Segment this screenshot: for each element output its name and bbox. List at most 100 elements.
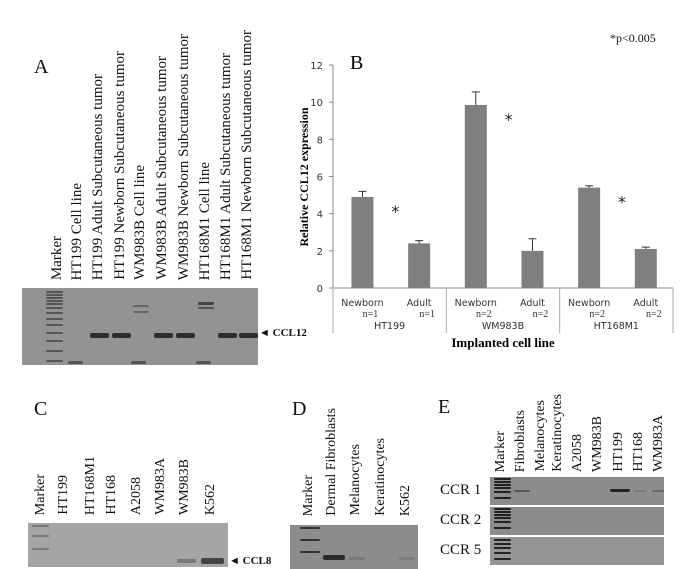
panel-e-lane-label: Fibroblasts — [513, 409, 528, 472]
marker-ladder-band — [46, 340, 63, 342]
gel-band — [198, 302, 214, 305]
marker-ladder-band — [300, 551, 320, 553]
bar-category-label: Adult — [520, 298, 545, 309]
y-tick-label: 6 — [317, 173, 323, 184]
marker-ladder-band — [46, 291, 63, 293]
y-tick-label: 4 — [317, 210, 323, 221]
ccr-row-label: CCR 5 — [440, 542, 482, 558]
bar-n-label: n=2 — [476, 309, 492, 320]
ccr-gel-row — [490, 537, 664, 565]
marker-ladder-band — [494, 511, 511, 513]
bar — [634, 248, 657, 288]
bar — [408, 243, 431, 288]
marker-ladder-band — [494, 487, 511, 489]
x-axis-label: Implanted cell line — [451, 335, 555, 350]
panel-c-gel — [28, 523, 228, 567]
panel-b-label: B — [350, 52, 363, 74]
panel-d-label: D — [292, 398, 307, 420]
gel-band — [133, 305, 149, 307]
bar — [521, 250, 544, 288]
ccl12-band — [239, 333, 258, 338]
panel-e-lane-label: HT199 — [611, 432, 626, 472]
marker-ladder-band — [494, 484, 511, 486]
marker-ladder-band — [46, 307, 63, 309]
marker-ladder-band — [46, 303, 63, 305]
panel-a-gel — [22, 288, 258, 365]
group-label: WM983B — [482, 321, 524, 332]
panel-e-lane-label: A2058 — [570, 433, 585, 472]
marker-ladder-band — [46, 300, 63, 302]
group-label: HT168M1 — [594, 321, 639, 332]
gel-band — [399, 557, 415, 560]
panel-e-lane-label: Marker — [493, 430, 508, 472]
marker-ladder-band — [46, 332, 63, 334]
panel-e-lane-labels: Marker Fibroblasts Melanocytes Keratinocyte… — [493, 394, 666, 472]
bar-n-label: n=2 — [589, 309, 605, 320]
ccr-row-label: CCR 1 — [440, 482, 482, 498]
gel-band — [196, 361, 211, 364]
marker-ladder-band — [32, 525, 49, 527]
panel-b-bar-chart: B Relative CCL12 expression Implanted ce… — [297, 52, 674, 350]
marker-ladder-band — [494, 491, 511, 493]
marker-ladder-band — [46, 318, 63, 320]
ccl8-band — [177, 559, 196, 563]
significance-asterisk: * — [618, 193, 626, 212]
bar-n-label: n=1 — [419, 309, 435, 320]
ccl12-band — [90, 333, 109, 338]
panel-d-lane-label: Marker — [301, 474, 316, 516]
marker-ladder-band — [494, 497, 511, 499]
marker-ladder-band — [46, 297, 63, 299]
ccl8-band — [201, 558, 224, 564]
bar-n-label: n=2 — [533, 309, 549, 320]
marker-ladder-band — [494, 521, 511, 523]
gel-band — [610, 489, 630, 492]
marker-ladder-band — [494, 517, 511, 519]
bar-n-label: n=2 — [646, 309, 662, 320]
panel-e-lane-label: HT168 — [631, 432, 646, 472]
bar-n-label: n=1 — [363, 309, 379, 320]
panel-d-gel — [290, 525, 418, 569]
y-tick-label: 8 — [317, 135, 323, 146]
marker-ladder-band — [46, 324, 63, 326]
y-axis-label: Relative CCL12 expression — [297, 107, 311, 246]
marker-ladder-band — [46, 294, 63, 296]
y-tick-label: 10 — [310, 98, 323, 109]
marker-ladder-band — [46, 312, 63, 314]
gel-band — [514, 490, 530, 492]
marker-ladder-band — [46, 360, 63, 362]
ccr-row-label: CCR 2 — [440, 512, 482, 528]
marker-ladder-band — [494, 508, 511, 510]
gel-band — [198, 307, 214, 309]
gel-band — [68, 361, 83, 364]
ccl8-band-label: ◄ CCL8 — [229, 555, 272, 567]
bar-category-label: Newborn — [341, 298, 383, 309]
bar-category-label: Adult — [407, 298, 432, 309]
ccl12-band — [218, 333, 237, 338]
gel-band — [634, 490, 646, 492]
marker-ladder-band — [32, 548, 49, 550]
ccl12-band — [154, 333, 173, 338]
ccl12-band — [112, 333, 131, 338]
bar — [351, 196, 374, 288]
gel-band — [652, 490, 664, 492]
panel-e-lane-label: WM983A — [651, 415, 666, 472]
gel-band — [133, 311, 149, 313]
marker-ladder-band — [494, 481, 511, 483]
panel-e-lane-label: WM983B — [590, 416, 605, 472]
marker-ladder-band — [494, 558, 511, 560]
significance-asterisk: * — [391, 202, 399, 221]
panel-c-label: C — [34, 398, 48, 420]
marker-ladder-band — [300, 539, 320, 541]
bar-category-label: Adult — [633, 298, 658, 309]
ccr-gel-row — [490, 507, 664, 535]
gel-band — [349, 557, 365, 560]
marker-ladder-band — [494, 478, 511, 480]
ccl12-band-label: ◄ CCL12 — [259, 327, 307, 339]
marker-ladder-band — [300, 527, 320, 529]
bar — [578, 187, 601, 288]
panel-e-lane-label: Melanocytes — [533, 400, 548, 472]
marker-ladder-band — [494, 539, 511, 541]
bar-category-label: Newborn — [568, 298, 610, 309]
marker-ladder-band — [494, 552, 511, 554]
